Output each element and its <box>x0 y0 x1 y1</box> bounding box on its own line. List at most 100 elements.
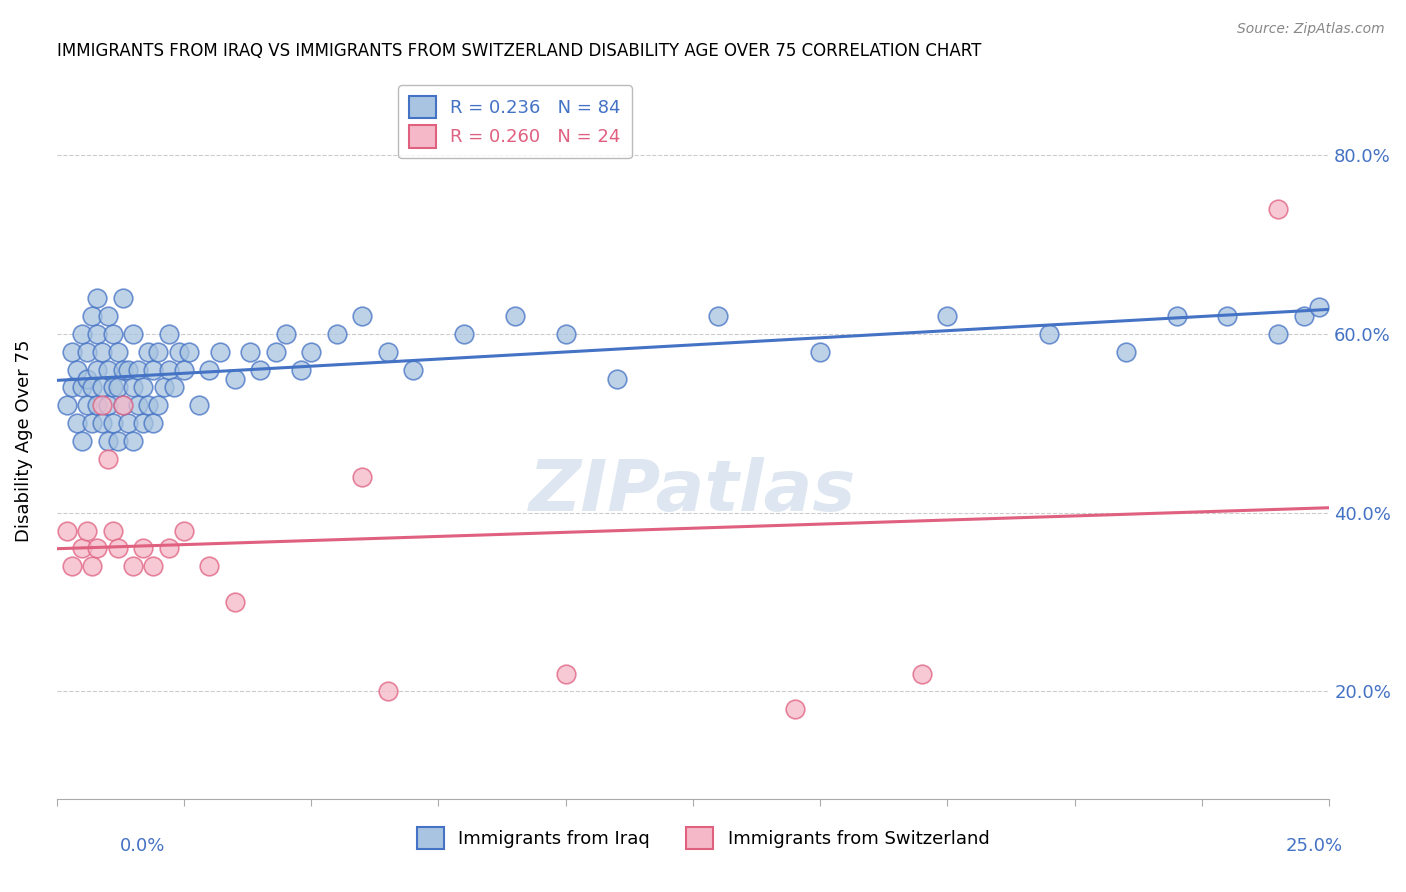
Point <box>1216 309 1239 323</box>
Y-axis label: Disability Age Over 75: Disability Age Over 75 <box>15 340 32 542</box>
Point <box>111 291 134 305</box>
Point <box>1267 326 1289 341</box>
Point <box>1308 300 1330 314</box>
Point <box>1038 326 1060 341</box>
Point <box>60 344 83 359</box>
Point <box>177 344 200 359</box>
Point <box>142 362 165 376</box>
Point <box>82 309 104 323</box>
Point <box>96 309 118 323</box>
Point <box>554 666 576 681</box>
Point <box>157 362 180 376</box>
Point <box>352 470 374 484</box>
Point <box>117 416 139 430</box>
Point <box>198 559 221 574</box>
Point <box>117 362 139 376</box>
Point <box>911 666 934 681</box>
Point <box>86 398 108 412</box>
Point <box>163 380 186 394</box>
Text: IMMIGRANTS FROM IRAQ VS IMMIGRANTS FROM SWITZERLAND DISABILITY AGE OVER 75 CORRE: IMMIGRANTS FROM IRAQ VS IMMIGRANTS FROM … <box>56 42 981 60</box>
Point <box>101 380 124 394</box>
Point <box>101 524 124 538</box>
Point <box>82 559 104 574</box>
Point <box>96 362 118 376</box>
Point <box>82 416 104 430</box>
Point <box>60 559 83 574</box>
Point <box>107 380 129 394</box>
Point <box>707 309 730 323</box>
Point <box>107 434 129 449</box>
Text: Source: ZipAtlas.com: Source: ZipAtlas.com <box>1237 22 1385 37</box>
Point <box>132 541 155 556</box>
Point <box>111 362 134 376</box>
Point <box>936 309 959 323</box>
Legend: Immigrants from Iraq, Immigrants from Switzerland: Immigrants from Iraq, Immigrants from Sw… <box>409 820 997 856</box>
Point <box>402 362 425 376</box>
Point <box>274 326 297 341</box>
Point <box>173 362 195 376</box>
Point <box>122 434 145 449</box>
Point <box>107 541 129 556</box>
Point <box>91 398 114 412</box>
Point <box>76 524 98 538</box>
Point <box>783 702 806 716</box>
Point <box>122 326 145 341</box>
Point <box>127 362 149 376</box>
Point <box>96 398 118 412</box>
Point <box>606 371 628 385</box>
Point <box>377 684 399 698</box>
Point <box>56 398 79 412</box>
Point <box>101 326 124 341</box>
Point <box>198 362 221 376</box>
Point <box>122 380 145 394</box>
Point <box>70 434 93 449</box>
Point <box>173 524 195 538</box>
Point <box>503 309 526 323</box>
Point <box>127 398 149 412</box>
Point <box>91 416 114 430</box>
Point <box>152 380 174 394</box>
Point <box>66 416 89 430</box>
Point <box>101 416 124 430</box>
Point <box>60 380 83 394</box>
Point <box>56 524 79 538</box>
Point <box>132 416 155 430</box>
Point <box>70 380 93 394</box>
Point <box>76 398 98 412</box>
Point <box>167 344 190 359</box>
Point <box>91 380 114 394</box>
Point <box>1166 309 1188 323</box>
Text: 25.0%: 25.0% <box>1285 837 1343 855</box>
Text: ZIPatlas: ZIPatlas <box>529 457 856 525</box>
Text: 0.0%: 0.0% <box>120 837 165 855</box>
Point <box>239 344 262 359</box>
Point <box>377 344 399 359</box>
Point <box>136 398 159 412</box>
Point <box>122 559 145 574</box>
Point <box>70 541 93 556</box>
Point <box>1115 344 1137 359</box>
Legend: R = 0.236   N = 84, R = 0.260   N = 24: R = 0.236 N = 84, R = 0.260 N = 24 <box>398 86 631 159</box>
Point <box>299 344 322 359</box>
Point <box>453 326 475 341</box>
Point <box>86 291 108 305</box>
Point <box>1267 202 1289 216</box>
Point <box>224 371 246 385</box>
Point <box>96 434 118 449</box>
Point <box>290 362 312 376</box>
Point <box>142 416 165 430</box>
Point <box>157 541 180 556</box>
Point <box>142 559 165 574</box>
Point <box>91 344 114 359</box>
Point <box>76 344 98 359</box>
Point <box>86 362 108 376</box>
Point <box>111 398 134 412</box>
Point <box>157 326 180 341</box>
Point <box>136 344 159 359</box>
Point <box>66 362 89 376</box>
Point <box>107 344 129 359</box>
Point <box>188 398 211 412</box>
Point <box>208 344 231 359</box>
Point <box>1292 309 1315 323</box>
Point <box>82 380 104 394</box>
